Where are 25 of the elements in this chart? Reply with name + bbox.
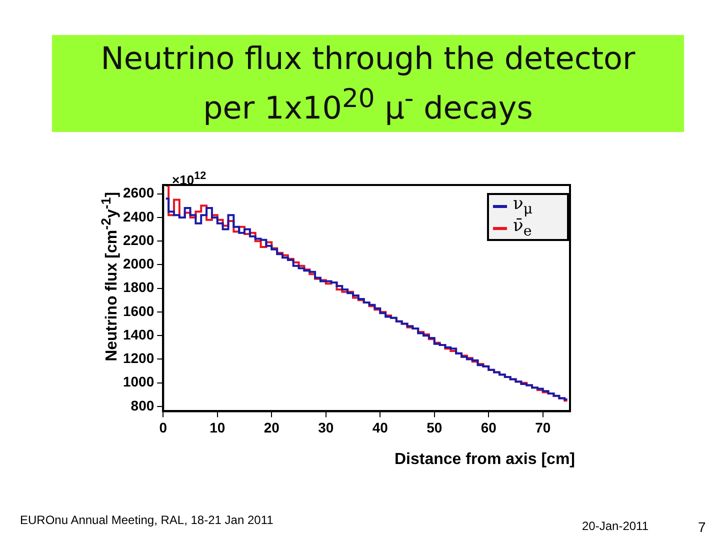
- y-tick-label: 2400: [122, 208, 154, 224]
- text: 7: [698, 519, 706, 535]
- y-tick-label: 1200: [122, 350, 154, 366]
- y-tick-label: 1600: [122, 302, 154, 319]
- y-tick-label: 1000: [122, 374, 154, 390]
- x-tick-label: 40: [372, 419, 388, 436]
- x-tick-label: 60: [480, 419, 497, 436]
- y-tick-label: 2600: [122, 184, 154, 201]
- legend-label: ν̄$_{e}$: [513, 216, 532, 240]
- x-tick-label: 30: [318, 419, 334, 436]
- y-tick-label: 2200: [122, 232, 154, 248]
- y-tick-label: 800: [130, 397, 154, 414]
- text: 20-Jan-2011: [582, 519, 648, 533]
- x-tick-label: 20: [264, 419, 280, 436]
- chart-title: Neutrino flux through the detector per 1x10$^{20}$ μ$^{-}$ decays: [100, 40, 636, 128]
- x-axis-title: Distance from axis [cm]: [393, 451, 575, 469]
- x-tick-label: 0: [159, 419, 168, 436]
- x-tick-label: 70: [535, 419, 551, 436]
- x-tick-label: 10: [210, 419, 226, 436]
- x-tick-label: 50: [426, 419, 442, 436]
- legend-label: ν$_{μ}$: [513, 194, 533, 218]
- y-tick-label: 1800: [122, 279, 154, 296]
- text: EUROnu Annual Meeting, RAL, 18-21 Jan 2011: [20, 513, 274, 527]
- y-tick-label: 2000: [122, 256, 154, 272]
- y-tick-label: 1400: [122, 326, 154, 342]
